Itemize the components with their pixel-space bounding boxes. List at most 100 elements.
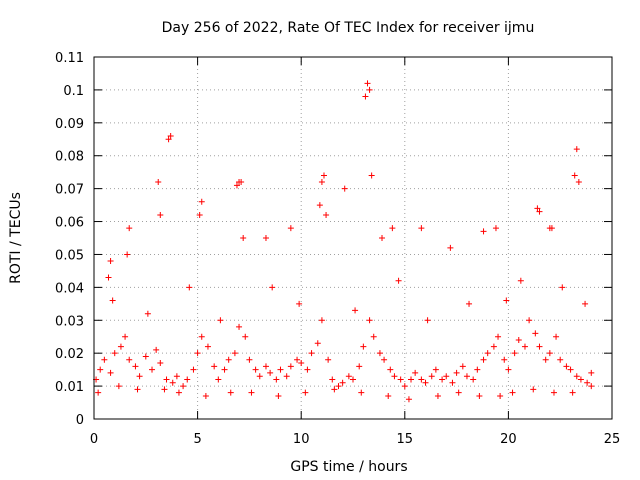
data-point xyxy=(252,366,259,373)
x-tick-label: 10 xyxy=(293,432,310,447)
data-point xyxy=(492,225,499,232)
data-point xyxy=(107,258,114,265)
y-tick-label: 0.05 xyxy=(55,248,84,263)
data-point xyxy=(521,343,528,350)
data-point xyxy=(397,376,404,383)
data-point xyxy=(490,343,497,350)
data-point xyxy=(530,386,537,393)
data-point xyxy=(134,386,141,393)
data-point xyxy=(331,386,338,393)
data-point xyxy=(163,376,170,383)
data-point xyxy=(246,356,253,363)
x-tick-label: 20 xyxy=(500,432,517,447)
data-point xyxy=(360,343,367,350)
data-point xyxy=(273,376,280,383)
data-point xyxy=(356,363,363,370)
data-point xyxy=(132,363,139,370)
data-point xyxy=(294,356,301,363)
data-point xyxy=(204,343,211,350)
data-point xyxy=(95,389,102,396)
data-point xyxy=(401,383,408,390)
data-point xyxy=(240,235,247,241)
data-point xyxy=(136,373,143,380)
y-tick-label: 0.07 xyxy=(55,183,84,198)
data-point xyxy=(532,330,539,337)
data-point xyxy=(526,317,533,324)
data-point xyxy=(215,376,222,383)
data-point xyxy=(173,373,180,380)
data-point xyxy=(546,350,553,357)
chart-title: Day 256 of 2022, Rate Of TEC Index for r… xyxy=(162,20,535,36)
data-point xyxy=(573,373,580,380)
data-point xyxy=(316,202,323,209)
data-point xyxy=(198,198,205,205)
y-tick-label: 0.08 xyxy=(55,150,84,165)
data-point xyxy=(117,343,124,350)
data-point xyxy=(318,317,325,324)
data-point xyxy=(339,379,346,386)
data-point xyxy=(588,369,595,376)
y-tick-label: 0.04 xyxy=(55,281,84,296)
data-points xyxy=(93,80,595,403)
data-point xyxy=(366,86,373,93)
data-point xyxy=(503,297,510,304)
data-point xyxy=(362,93,369,100)
data-point xyxy=(588,383,595,390)
data-point xyxy=(302,389,309,396)
data-point xyxy=(318,179,325,186)
data-point xyxy=(267,369,274,376)
data-point xyxy=(385,392,392,399)
data-point xyxy=(447,244,454,251)
data-point xyxy=(567,366,574,373)
data-point xyxy=(376,350,383,357)
y-tick-label: 0 xyxy=(76,413,84,428)
data-point xyxy=(395,277,402,284)
data-point xyxy=(511,350,518,357)
data-point xyxy=(476,392,483,399)
data-point xyxy=(509,389,516,396)
data-point xyxy=(536,208,543,215)
data-point xyxy=(368,172,375,179)
data-point xyxy=(153,346,160,353)
data-point xyxy=(248,389,255,396)
data-point xyxy=(126,356,133,363)
data-point xyxy=(190,366,197,373)
data-point xyxy=(221,366,228,373)
data-point xyxy=(308,350,315,357)
data-point xyxy=(275,392,282,399)
data-point xyxy=(439,376,446,383)
data-point xyxy=(97,366,104,373)
data-point xyxy=(575,179,582,186)
x-tick-label: 25 xyxy=(604,432,621,447)
data-point xyxy=(505,366,512,373)
data-point xyxy=(320,172,327,179)
data-point xyxy=(287,225,294,232)
y-tick-label: 0.11 xyxy=(55,51,84,66)
data-point xyxy=(366,317,373,324)
data-point xyxy=(501,356,508,363)
data-point xyxy=(364,80,371,87)
grid-lines xyxy=(94,57,612,419)
data-point xyxy=(287,363,294,370)
y-axis-label: ROTI / TECUs xyxy=(8,192,24,284)
data-point xyxy=(227,389,234,396)
data-point xyxy=(124,251,131,258)
data-point xyxy=(408,376,415,383)
data-point xyxy=(379,235,386,241)
data-point xyxy=(422,379,429,386)
data-point xyxy=(381,356,388,363)
data-point xyxy=(184,376,191,383)
data-point xyxy=(350,376,356,383)
data-point xyxy=(198,333,205,340)
data-point xyxy=(573,146,580,153)
data-point xyxy=(432,366,439,373)
data-point xyxy=(175,389,182,396)
data-point xyxy=(161,386,168,393)
data-point xyxy=(391,373,398,380)
data-point xyxy=(122,333,129,340)
data-point xyxy=(418,376,425,383)
data-point xyxy=(196,211,203,218)
data-point xyxy=(517,277,524,284)
data-point xyxy=(550,389,557,396)
y-tick-label: 0.09 xyxy=(55,117,84,132)
